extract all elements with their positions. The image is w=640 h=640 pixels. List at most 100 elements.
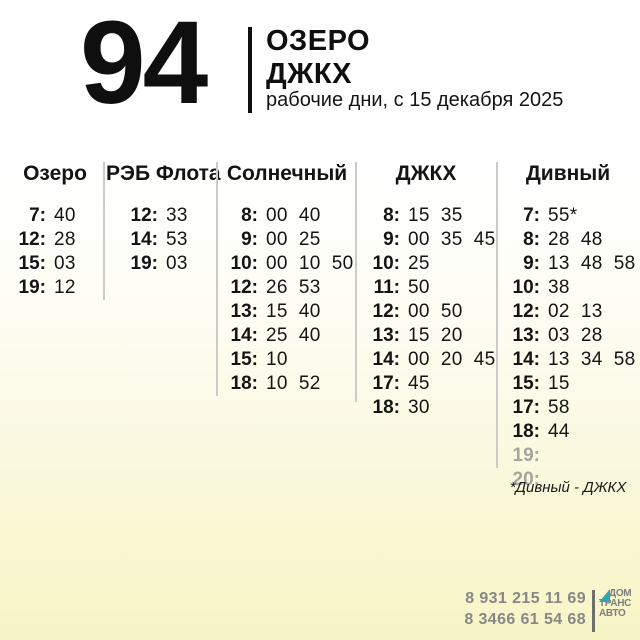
schedule-column: ДЖКХ 8: 15 35 9: 00 35 45 10: 25 11: 50 … [356, 162, 496, 420]
row-hour: 13: [512, 325, 540, 346]
time-row: 8: 28 48 [500, 228, 638, 252]
phone-number: 8 3466 61 54 68 [464, 611, 586, 628]
row-hour: 20: [512, 469, 540, 490]
time-row: 10: 25 [360, 252, 496, 276]
time-row: 12: 00 50 [360, 300, 496, 324]
phone-number: 8 931 215 11 69 [465, 590, 586, 607]
time-row: 12: 28 [6, 228, 104, 252]
time-row: 9: 13 48 58 [500, 252, 638, 276]
row-minutes: 50 [408, 277, 430, 298]
row-hour: 14: [230, 325, 258, 346]
column-divider [103, 162, 105, 300]
row-minutes: 02 13 [548, 301, 603, 322]
row-hour: 18: [512, 421, 540, 442]
row-hour: 9: [241, 229, 258, 250]
row-hour: 10: [512, 277, 540, 298]
time-row: 7: 55* [500, 204, 638, 228]
time-row: 9: 00 25 [218, 228, 356, 252]
row-hour: 13: [372, 325, 400, 346]
column-rows: 7: 40 12: 28 15: 03 19: 12 [6, 204, 104, 300]
footnote: *Дивный - ДЖКХ [509, 479, 627, 496]
row-hour: 12: [18, 229, 46, 250]
time-row: 12: 02 13 [500, 300, 638, 324]
row-minutes: 26 53 [266, 277, 321, 298]
row-hour: 19: [512, 445, 540, 466]
time-row: 13: 03 28 [500, 324, 638, 348]
logo-text: ТРАНС [599, 598, 632, 609]
time-row: 11: 50 [360, 276, 496, 300]
row-minutes: 15 40 [266, 301, 321, 322]
row-minutes: 58 [548, 397, 570, 418]
row-hour: 10: [230, 253, 258, 274]
row-minutes: 10 52 [266, 373, 321, 394]
time-row: 14: 53 [118, 228, 218, 252]
row-minutes: 03 [166, 253, 188, 274]
row-hour: 12: [230, 277, 258, 298]
time-row: 18: 10 52 [218, 372, 356, 396]
time-row: 15: 03 [6, 252, 104, 276]
time-row: 15: 10 [218, 348, 356, 372]
row-minutes: 15 20 [408, 325, 463, 346]
schedule-validity: рабочие дни, с 15 декабря 2025 [266, 89, 564, 111]
column-divider [496, 162, 498, 468]
row-hour: 12: [130, 205, 158, 226]
column-divider [355, 162, 357, 402]
column-divider [216, 162, 218, 396]
row-hour: 10: [372, 253, 400, 274]
time-row: 8: 15 35 [360, 204, 496, 228]
row-minutes: 45 [408, 373, 430, 394]
row-hour: 17: [372, 373, 400, 394]
schedule-column: Дивный 7: 55* 8: 28 48 9: 13 48 58 10: 3… [498, 162, 638, 492]
row-minutes: 13 48 58 [548, 253, 636, 274]
time-row: 14: 13 34 58 [500, 348, 638, 372]
time-row: 12: 26 53 [218, 276, 356, 300]
row-minutes: 00 35 45 [408, 229, 496, 250]
time-row: 13: 15 40 [218, 300, 356, 324]
row-minutes: 00 50 [408, 301, 463, 322]
time-row: 19: 03 [118, 252, 218, 276]
row-hour: 8: [383, 205, 400, 226]
time-row: 7: 40 [6, 204, 104, 228]
row-hour: 14: [130, 229, 158, 250]
row-minutes: 00 25 [266, 229, 321, 250]
row-hour: 11: [373, 277, 400, 298]
column-header: Дивный [525, 162, 611, 185]
row-minutes: 25 40 [266, 325, 321, 346]
row-minutes: 00 10 50 [266, 253, 354, 274]
row-hour: 15: [18, 253, 46, 274]
row-minutes: 00 40 [266, 205, 321, 226]
schedule-column: РЭБ Флота 12: 33 14: 53 19: 03 [106, 162, 221, 276]
row-hour: 15: [230, 349, 258, 370]
column-header: Озеро [23, 162, 87, 185]
time-row: 10: 00 10 50 [218, 252, 356, 276]
time-row: 13: 15 20 [360, 324, 496, 348]
time-row: 18: 44 [500, 420, 638, 444]
time-row: 20: [500, 468, 638, 492]
time-row: 14: 25 40 [218, 324, 356, 348]
time-row: 17: 45 [360, 372, 496, 396]
row-hour: 9: [523, 253, 540, 274]
row-hour: 14: [512, 349, 540, 370]
time-row: 19: 12 [6, 276, 104, 300]
row-hour: 14: [372, 349, 400, 370]
logo-triangle-icon [599, 589, 610, 602]
time-row: 12: 33 [118, 204, 218, 228]
column-header: Солнечный [226, 162, 348, 185]
row-hour: 7: [29, 205, 46, 226]
time-row: 8: 00 40 [218, 204, 356, 228]
row-hour: 8: [523, 229, 540, 250]
row-hour: 18: [372, 397, 400, 418]
row-minutes: 10 [266, 349, 288, 370]
route-number: 94 [80, 0, 208, 129]
row-minutes: 03 [54, 253, 76, 274]
row-minutes: 13 34 58 [548, 349, 636, 370]
row-hour: 9: [383, 229, 400, 250]
logo-text: ДОМ [609, 588, 632, 599]
time-row: 9: 00 35 45 [360, 228, 496, 252]
footer-divider-bar [592, 590, 595, 632]
row-minutes: 38 [548, 277, 570, 298]
row-hour: 17: [512, 397, 540, 418]
row-hour: 15: [512, 373, 540, 394]
time-row: 14: 00 20 45 [360, 348, 496, 372]
